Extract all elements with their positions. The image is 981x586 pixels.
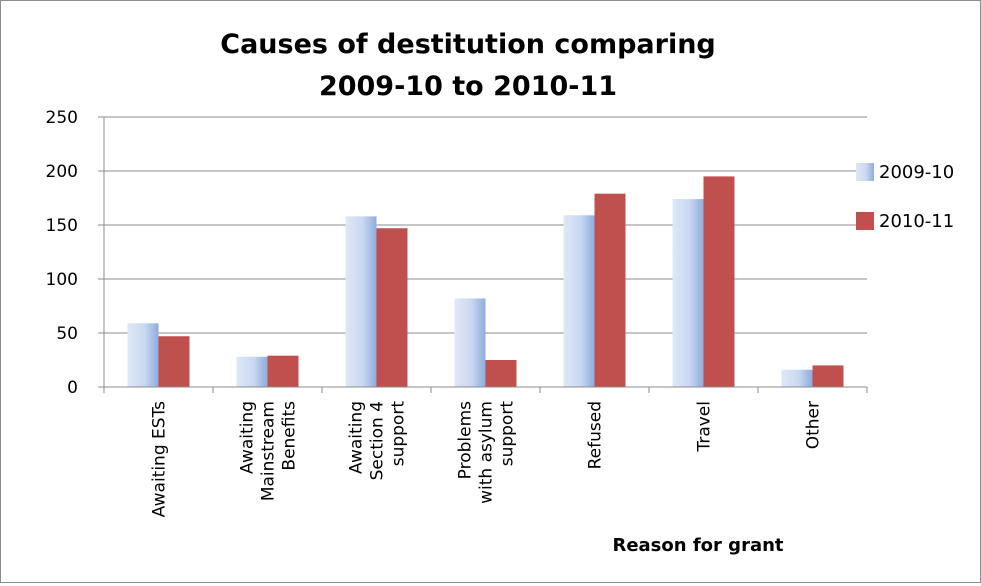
y-tick-labels: 0 50 100 150 200 250 xyxy=(46,108,78,398)
gridlines xyxy=(104,116,867,334)
legend-item-2009-10-label: 2009-10 xyxy=(879,162,954,183)
y-tick-label: 0 xyxy=(67,378,78,398)
category-labels: Awaiting ESTs Awaiting Mainstream Benefits A… xyxy=(150,401,824,518)
bar-2010-11 xyxy=(812,365,844,387)
bar-2010-11 xyxy=(703,176,735,387)
category-label: Mainstream xyxy=(259,401,279,501)
legend: 2009-10 2010-11 xyxy=(856,162,954,232)
bar-2009-10 xyxy=(127,323,159,387)
bar-2009-10 xyxy=(345,216,377,387)
bar-2010-11 xyxy=(376,228,408,387)
y-tick-label: 200 xyxy=(46,162,78,182)
category-label: Awaiting ESTs xyxy=(150,401,170,517)
bar-2010-11 xyxy=(158,336,190,387)
category-label: Problems xyxy=(456,401,476,480)
bar-2010-11 xyxy=(267,355,299,387)
category-label: support xyxy=(389,401,409,467)
x-axis-label: Reason for grant xyxy=(612,535,783,556)
category-label: Benefits xyxy=(280,401,300,471)
chart-title-line-1: Causes of destitution comparing xyxy=(220,29,716,60)
bar-2009-10 xyxy=(781,369,813,387)
y-tick-label: 50 xyxy=(56,324,78,344)
y-tick-label: 150 xyxy=(46,216,78,236)
bar-2009-10 xyxy=(563,215,595,387)
bar-2009-10 xyxy=(236,356,268,387)
y-tick-label: 100 xyxy=(46,270,78,290)
legend-item-2010-11-label: 2010-11 xyxy=(879,211,954,232)
bar-2009-10 xyxy=(454,298,486,387)
category-label: Awaiting xyxy=(347,401,367,474)
bar-2010-11 xyxy=(594,193,626,387)
axes xyxy=(98,116,868,393)
category-label: Section 4 xyxy=(368,401,388,480)
legend-item-2010-11-swatch xyxy=(856,212,874,230)
bars xyxy=(127,176,844,387)
category-label: Other xyxy=(804,401,824,449)
bar-2010-11 xyxy=(485,360,517,387)
bar-2009-10 xyxy=(672,199,704,387)
y-tick-label: 250 xyxy=(46,108,78,128)
category-label: Awaiting xyxy=(238,401,258,474)
chart-title-line-2: 2009-10 to 2010-11 xyxy=(319,71,617,102)
category-label: Travel xyxy=(695,401,715,453)
category-label: Refused xyxy=(586,401,606,469)
legend-item-2009-10-swatch xyxy=(856,163,874,181)
category-label: with asylum xyxy=(477,401,497,504)
category-label: support xyxy=(498,401,518,467)
